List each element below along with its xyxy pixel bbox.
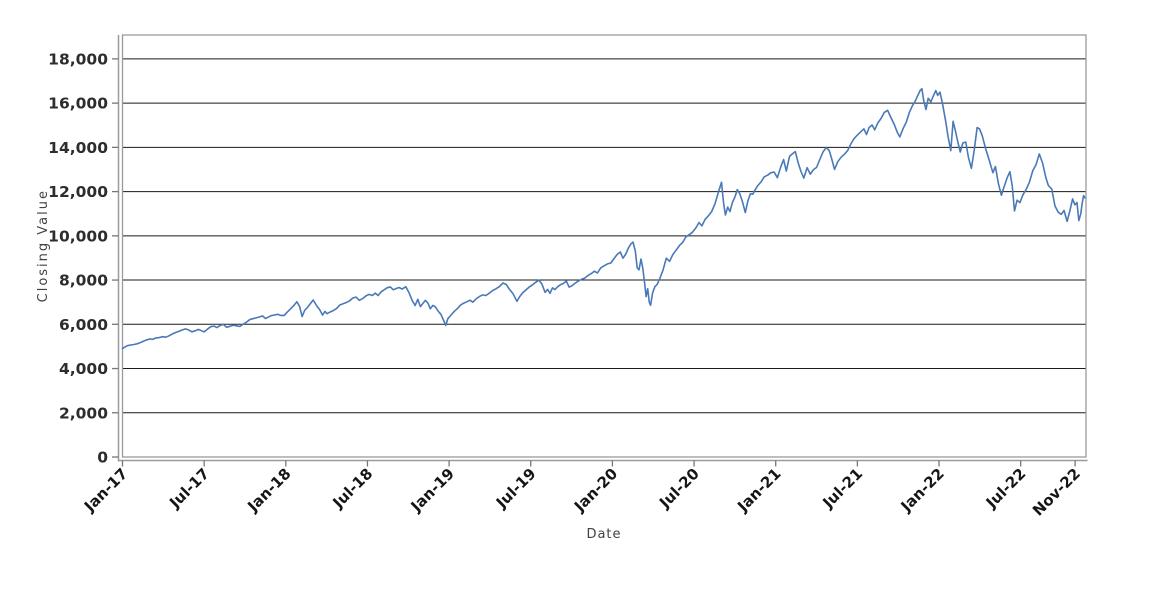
x-tick-label: Jul-21 — [818, 465, 866, 513]
y-tick-label: 16,000 — [48, 95, 108, 113]
y-tick-label: 2,000 — [59, 404, 108, 422]
x-tick-label: Jul-19 — [492, 465, 540, 513]
y-tick-label: 18,000 — [48, 50, 108, 68]
y-tick-label: 6,000 — [59, 316, 108, 334]
x-tick-label: Jan-22 — [897, 465, 948, 516]
x-tick-label: Jul-17 — [165, 465, 213, 513]
y-tick-label: 14,000 — [48, 139, 108, 157]
plot-border — [121, 34, 1087, 458]
x-tick-label: Nov-22 — [1029, 465, 1084, 520]
x-tick-label: Jan-21 — [733, 465, 784, 516]
x-tick-label: Jul-18 — [329, 465, 377, 513]
y-tick-label: 10,000 — [48, 227, 108, 245]
closing-value-line — [121, 87, 1086, 350]
x-tick-label: Jan-17 — [80, 465, 131, 516]
x-tick-label: Jan-20 — [570, 465, 621, 516]
x-tick-label: Jul-22 — [982, 465, 1030, 513]
y-tick-label: 0 — [97, 449, 108, 467]
x-axis-title: Date — [586, 527, 622, 542]
x-tick-label: Jan-18 — [243, 465, 294, 516]
y-tick-label: 12,000 — [48, 183, 108, 201]
x-tick-label: Jul-20 — [655, 465, 703, 513]
y-tick-label: 8,000 — [59, 272, 108, 290]
x-tick-label: Jan-19 — [407, 465, 458, 516]
y-tick-label: 4,000 — [59, 360, 108, 378]
